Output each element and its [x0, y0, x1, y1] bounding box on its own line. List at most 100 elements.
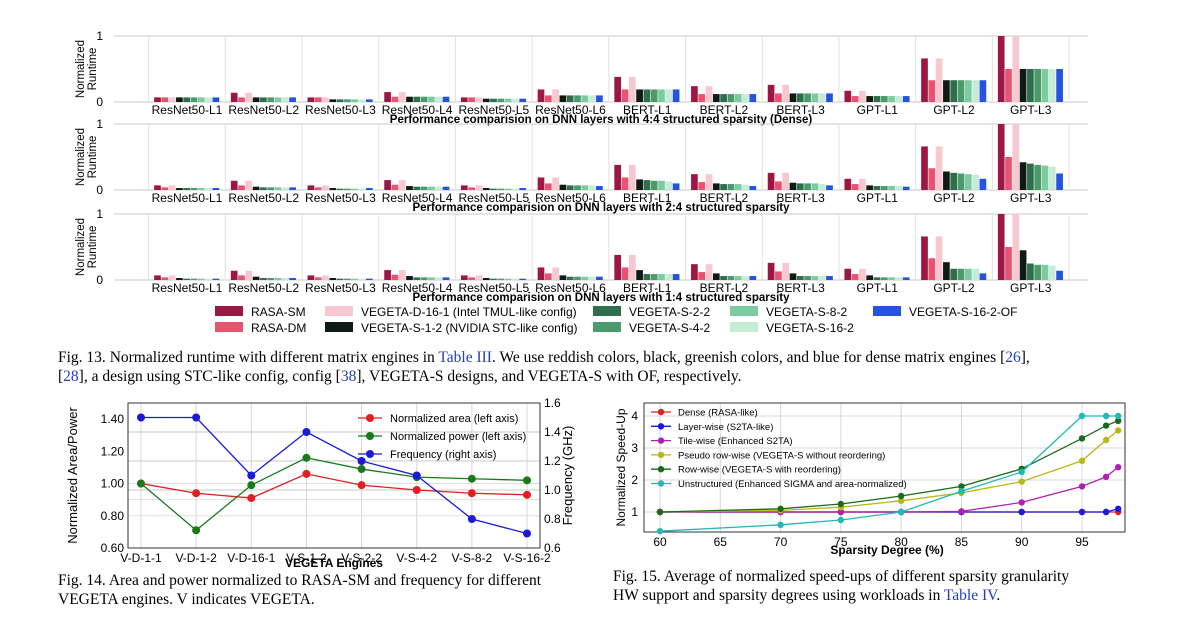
bar-ResNet50-L2-3 — [252, 186, 260, 190]
legend-item: Tile-wise (Enhanced S2TA) — [651, 436, 793, 447]
y-tick-label: 0 — [96, 273, 103, 287]
data-point — [1078, 483, 1086, 490]
y-right-axis-label: Frequency (GHz) — [560, 426, 575, 526]
bar-BERT-L1-7 — [665, 89, 673, 102]
bar-ResNet50-L3-8 — [365, 188, 373, 190]
bar-BERT-L3-3 — [789, 93, 797, 102]
x-tick-label: 90 — [1015, 535, 1029, 549]
bar-BERT-L1-3 — [636, 89, 643, 102]
bar-GPT-L2-7 — [972, 80, 979, 102]
bar-ResNet50-L1-1 — [161, 277, 169, 280]
data-point — [1114, 417, 1122, 424]
data-point — [467, 474, 476, 483]
legend-swatch — [325, 322, 353, 332]
bar-GPT-L2-0 — [921, 58, 928, 102]
bar-BERT-L3-2 — [782, 262, 790, 280]
y-left-tick-label: 1.00 — [101, 477, 125, 491]
bar-BERT-L2-5 — [727, 276, 735, 280]
bar-BERT-L3-5 — [804, 276, 811, 280]
bar-ResNet50-L1-3 — [176, 97, 183, 102]
bar-GPT-L3-8 — [1056, 69, 1063, 102]
bar-ResNet50-L2-0 — [230, 180, 238, 190]
y-right-tick-label: 0.6 — [544, 541, 561, 555]
bar-ResNet50-L4-2 — [398, 270, 406, 280]
bar-BERT-L2-3 — [712, 183, 720, 190]
bar-ResNet50-L3-5 — [344, 278, 351, 280]
bar-ResNet50-L6-7 — [588, 95, 596, 102]
bar-GPT-L3-6 — [1041, 165, 1049, 190]
bar-ResNet50-L3-1 — [314, 187, 322, 190]
bar-ResNet50-L6-2 — [552, 89, 559, 102]
bar-ResNet50-L6-4 — [566, 95, 574, 102]
bar-ResNet50-L4-6 — [428, 277, 435, 280]
y-right-tick-label: 1.6 — [544, 396, 561, 410]
bar-ResNet50-L5-8 — [519, 98, 527, 102]
data-point — [137, 413, 145, 422]
bar-GPT-L1-3 — [866, 185, 874, 190]
fig13-legend: RASA-SM VEGETA-D-16-1 (Intel TMUL-like co… — [215, 305, 1017, 335]
legend-swatch — [215, 322, 243, 332]
bar-ResNet50-L6-5 — [574, 276, 581, 280]
data-point — [247, 494, 256, 503]
bar-GPT-L1-3 — [866, 96, 874, 102]
bar-ResNet50-L3-7 — [358, 278, 366, 280]
bar-GPT-L3-7 — [1048, 265, 1056, 280]
legend-swatch — [325, 306, 353, 316]
data-point — [1114, 464, 1122, 471]
legend-swatch — [873, 306, 901, 316]
x-tick-label: BERT-L2 — [700, 281, 749, 295]
bar-BERT-L3-1 — [775, 93, 782, 102]
bar-GPT-L1-6 — [888, 277, 895, 280]
bar-ResNet50-L4-0 — [384, 270, 391, 280]
x-tick-label: V-D-1-2 — [175, 551, 217, 565]
bar-GPT-L3-7 — [1048, 166, 1056, 190]
data-point — [1102, 422, 1110, 429]
data-point — [897, 492, 905, 500]
bar-ResNet50-L6-8 — [596, 186, 603, 190]
bar-ResNet50-L1-5 — [190, 278, 198, 280]
legend-item: VEGETA-S-4-2 — [593, 321, 710, 335]
bar-ResNet50-L2-2 — [245, 92, 253, 102]
data-point — [656, 528, 664, 535]
bar-ResNet50-L5-3 — [482, 188, 490, 190]
x-tick-label: BERT-L1 — [623, 281, 672, 295]
data-point — [523, 529, 531, 538]
bar-ResNet50-L6-6 — [581, 276, 589, 280]
bar-BERT-L3-4 — [796, 93, 804, 102]
bar-GPT-L3-2 — [1012, 36, 1020, 102]
bar-BERT-L1-6 — [658, 89, 665, 102]
bar-ResNet50-L6-2 — [552, 177, 559, 190]
bar-ResNet50-L2-2 — [245, 180, 253, 190]
bar-ResNet50-L1-8 — [212, 97, 220, 102]
bar-GPT-L3-2 — [1012, 124, 1020, 190]
bar-ResNet50-L1-2 — [168, 275, 176, 280]
bar-ResNet50-L2-0 — [230, 92, 238, 102]
legend-item: Dense (RASA-like) — [651, 408, 758, 419]
data-point — [1018, 499, 1025, 506]
bar-ResNet50-L1-6 — [197, 188, 205, 190]
legend-label: VEGETA-S-16-2 — [766, 321, 854, 335]
legend-label: RASA-SM — [251, 305, 306, 319]
bar-ResNet50-L1-4 — [183, 188, 191, 190]
legend-item: Row-wise (VEGETA-S with reordering) — [651, 465, 841, 476]
bar-ResNet50-L4-4 — [413, 96, 421, 102]
data-point — [357, 465, 366, 474]
bar-ResNet50-L5-8 — [519, 188, 527, 190]
bar-GPT-L1-6 — [888, 186, 895, 190]
bar-ResNet50-L2-5 — [267, 278, 275, 280]
bar-ResNet50-L4-6 — [428, 96, 435, 102]
legend-label: Normalized area (left axis) — [390, 413, 518, 425]
bar-ResNet50-L3-1 — [314, 97, 322, 102]
bar-ResNet50-L1-7 — [205, 188, 212, 190]
bar-GPT-L1-8 — [902, 186, 910, 190]
legend-item: Pseudo row-wise (VEGETA-S without reorde… — [651, 450, 885, 461]
bar-BERT-L3-6 — [811, 183, 819, 190]
plot-frame — [127, 402, 541, 549]
bar-ResNet50-L5-8 — [519, 278, 527, 280]
bar-GPT-L1-1 — [851, 96, 859, 102]
bar-GPT-L1-5 — [880, 277, 888, 280]
panel-caption: Performance comparision on DNN layers wi… — [390, 114, 813, 126]
data-point — [1078, 508, 1086, 516]
